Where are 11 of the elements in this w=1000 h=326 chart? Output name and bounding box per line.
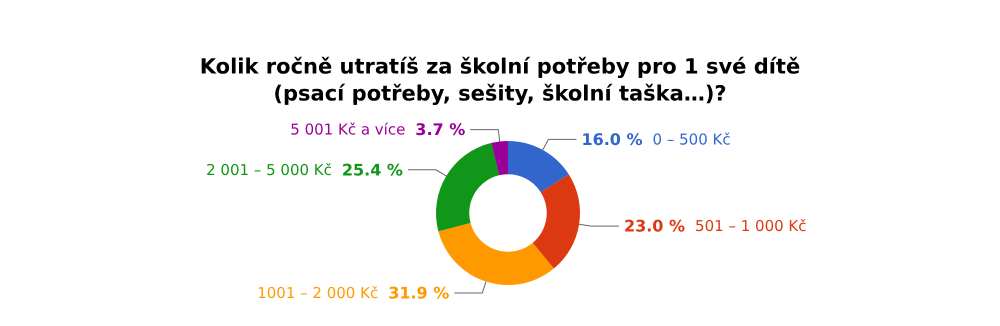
slice-label: 1001 – 2 000 Kč [257,284,378,302]
data-label: 23.0 % [624,216,686,236]
slice-label: 501 – 1 000 Kč [695,217,807,236]
data-label: 16.0 % [581,130,643,149]
data-label: 31.9 % [388,283,450,302]
data-label: 3.7 % [415,120,466,140]
data-label: 25.4 % [342,160,403,180]
slice-label: 5 001 Kč a více [290,120,406,139]
chart-title: Kolik ročně utratíš za školní potřeby pro 1 své dítě (psací potřeby, sešity, školní taška…)? [200,54,800,106]
slice-label: 0 – 500 Kč [652,130,731,148]
slice-label: 2 001 – 5 000 Kč [206,160,332,179]
